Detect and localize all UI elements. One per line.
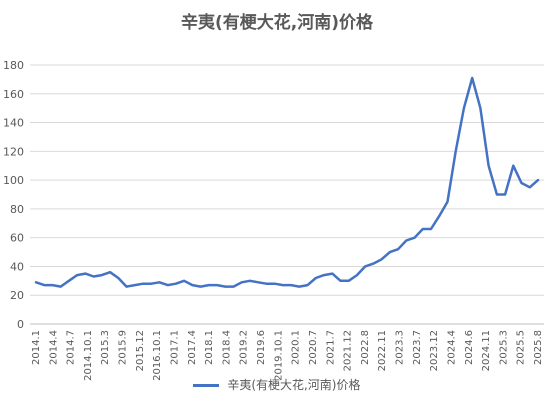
- y-tick-label: 20: [10, 289, 24, 302]
- x-tick-label: 2022.8: [360, 330, 371, 365]
- x-tick-label: 2018.1: [204, 330, 215, 365]
- legend: 辛夷(有梗大花,河南)价格: [0, 376, 554, 393]
- y-tick-label: 120: [3, 145, 24, 158]
- x-tick-label: 2017.4: [187, 330, 198, 365]
- x-tick-label: 2024.4: [446, 330, 457, 365]
- y-tick-label: 100: [3, 174, 24, 187]
- x-tick-label: 2024.6: [464, 330, 475, 365]
- chart-title: 辛夷(有梗大花,河南)价格: [181, 13, 373, 33]
- y-tick-label: 160: [3, 88, 24, 101]
- legend-swatch: [193, 384, 220, 387]
- y-tick-label: 80: [10, 203, 24, 216]
- x-tick-label: 2021.7: [325, 330, 336, 365]
- x-tick-label: 2023.7: [412, 330, 423, 365]
- x-tick-label: 2020.1: [291, 330, 302, 365]
- series-line: [34, 76, 540, 288]
- x-tick-label: 2025.5: [516, 330, 527, 365]
- x-tick-label: 2016.10.1: [152, 330, 163, 381]
- y-tick-label: 0: [17, 318, 24, 331]
- x-tick-label: 2019.10.1: [273, 330, 284, 381]
- x-tick-label: 2019.2: [239, 330, 250, 365]
- x-tick-label: 2023.12: [429, 330, 440, 371]
- x-tick-label: 2019.6: [256, 330, 267, 365]
- x-tick-label: 2022.11: [377, 330, 388, 371]
- y-tick-label: 60: [10, 232, 24, 245]
- x-tick-label: 2015.3: [100, 330, 111, 365]
- y-tick-label: 40: [10, 260, 24, 273]
- x-tick-label: 2015.12: [135, 330, 146, 371]
- y-tick-label: 180: [3, 59, 24, 72]
- x-tick-label: 2015.9: [118, 330, 129, 365]
- legend-label: 辛夷(有梗大花,河南)价格: [227, 378, 361, 392]
- x-tick-label: 2024.11: [481, 330, 492, 371]
- x-tick-label: 2025.3: [498, 330, 509, 365]
- x-tick-label: 2021.12: [343, 330, 354, 371]
- x-tick-label: 2014.4: [48, 330, 59, 365]
- x-tick-label: 2014.7: [66, 330, 77, 365]
- x-tick-label: 2020.7: [308, 330, 319, 365]
- x-tick-label: 2023.3: [395, 330, 406, 365]
- x-tick-label: 2014.1: [31, 330, 42, 365]
- x-tick-label: 2014.10.1: [83, 330, 94, 381]
- x-tick-label: 2018.4: [221, 330, 232, 365]
- x-tick-label: 2025.8: [533, 330, 544, 365]
- y-tick-label: 140: [3, 117, 24, 130]
- x-tick-label: 2017.1: [169, 330, 180, 365]
